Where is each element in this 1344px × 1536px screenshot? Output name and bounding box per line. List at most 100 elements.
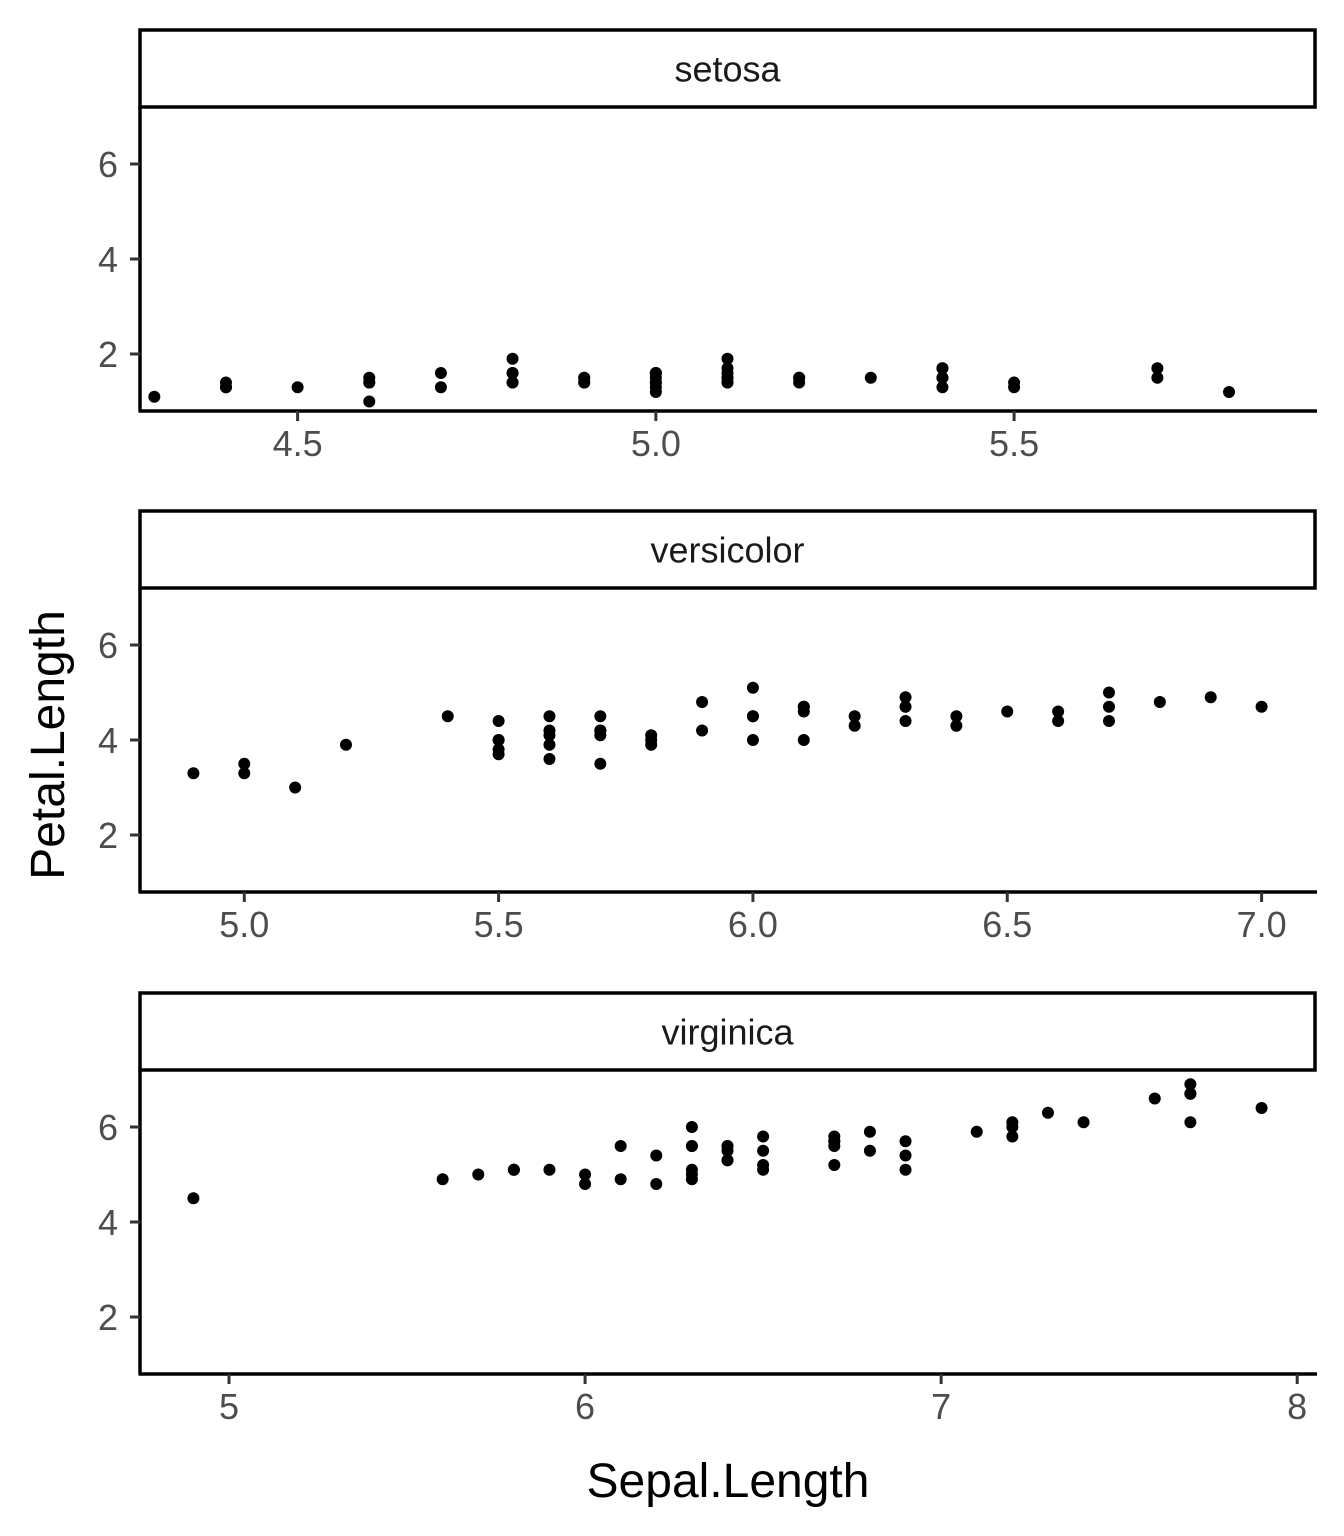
data-point bbox=[797, 705, 810, 718]
data-point bbox=[472, 1168, 485, 1181]
data-point bbox=[340, 738, 353, 751]
x-tick-label: 6 bbox=[575, 1386, 595, 1427]
data-point bbox=[950, 710, 963, 723]
data-point bbox=[649, 376, 662, 389]
x-tick-label: 5.0 bbox=[631, 423, 681, 464]
data-point bbox=[1077, 1116, 1090, 1129]
data-point bbox=[746, 734, 759, 746]
y-tick-label: 6 bbox=[98, 144, 118, 185]
data-point bbox=[685, 1168, 698, 1181]
data-point bbox=[594, 710, 607, 723]
y-tick-label: 4 bbox=[98, 720, 118, 761]
data-point bbox=[1255, 1102, 1268, 1114]
data-point bbox=[148, 390, 161, 403]
data-point bbox=[219, 381, 232, 394]
points-setosa bbox=[148, 352, 1236, 408]
data-point bbox=[650, 1178, 663, 1190]
data-point bbox=[645, 734, 658, 746]
data-point bbox=[1204, 691, 1217, 704]
data-point bbox=[614, 1173, 627, 1186]
data-point bbox=[757, 1130, 770, 1143]
facet-versicolor: versicolor 2 4 6 5.0 5.5 6.0 6.5 7.0 bbox=[98, 509, 1317, 945]
data-point bbox=[828, 1135, 841, 1148]
x-tick-label: 5.5 bbox=[989, 423, 1039, 464]
strip-label: versicolor bbox=[650, 530, 804, 571]
data-point bbox=[721, 367, 734, 379]
data-point bbox=[864, 371, 877, 384]
data-point bbox=[936, 371, 949, 384]
data-point bbox=[696, 724, 709, 737]
data-point bbox=[899, 1135, 912, 1148]
strip-box bbox=[138, 509, 1317, 590]
data-point bbox=[594, 729, 607, 742]
data-point bbox=[936, 381, 949, 394]
data-point bbox=[1151, 371, 1164, 384]
facets-layer: setosa 2 4 6 4.5 5.0 5.5 versicolor 2 4 6 5.0 5.5 6.0… bbox=[98, 28, 1317, 1427]
x-tick-label: 4.5 bbox=[273, 423, 323, 464]
data-point bbox=[1052, 715, 1065, 727]
data-point bbox=[543, 724, 556, 737]
data-point bbox=[899, 700, 912, 713]
data-point bbox=[1184, 1078, 1197, 1091]
y-tick-label: 2 bbox=[98, 1297, 118, 1338]
data-point bbox=[696, 696, 709, 708]
data-point bbox=[757, 1159, 770, 1171]
data-point bbox=[1006, 1130, 1019, 1143]
x-axis-title: Sepal.Length bbox=[587, 1455, 870, 1508]
x-tick-label: 8 bbox=[1287, 1386, 1307, 1427]
y-tick-label: 4 bbox=[98, 239, 118, 280]
data-point bbox=[746, 681, 759, 694]
data-point bbox=[899, 1163, 912, 1176]
y-tick-label: 2 bbox=[98, 815, 118, 856]
data-point bbox=[594, 757, 607, 770]
strip-label: virginica bbox=[661, 1012, 794, 1053]
data-point bbox=[434, 367, 447, 379]
data-point bbox=[289, 781, 302, 794]
data-point bbox=[721, 352, 734, 365]
y-tick-label: 2 bbox=[98, 334, 118, 375]
data-point bbox=[1001, 705, 1014, 718]
data-point bbox=[506, 352, 519, 365]
data-point bbox=[506, 367, 519, 379]
data-point bbox=[1223, 386, 1236, 398]
x-tick-label: 7.0 bbox=[1237, 904, 1287, 945]
data-point bbox=[1148, 1092, 1161, 1105]
data-point bbox=[238, 767, 251, 780]
data-point bbox=[863, 1144, 876, 1157]
data-point bbox=[507, 1163, 520, 1176]
data-point bbox=[936, 362, 949, 375]
x-tick-label: 6.0 bbox=[728, 904, 778, 945]
data-point bbox=[579, 1178, 592, 1190]
data-point bbox=[950, 719, 963, 732]
x-tick-label: 6.5 bbox=[982, 904, 1032, 945]
data-point bbox=[441, 710, 454, 723]
data-point bbox=[685, 1121, 698, 1133]
data-point bbox=[848, 710, 861, 723]
data-point bbox=[492, 748, 505, 761]
facet-setosa: setosa 2 4 6 4.5 5.0 5.5 bbox=[98, 28, 1317, 464]
data-point bbox=[1153, 696, 1166, 708]
data-point bbox=[797, 734, 810, 746]
data-point bbox=[650, 1149, 663, 1162]
data-point bbox=[899, 715, 912, 727]
x-tick-label: 5 bbox=[219, 1386, 239, 1427]
data-point bbox=[746, 710, 759, 723]
data-point bbox=[863, 1125, 876, 1138]
data-point bbox=[899, 691, 912, 704]
x-tick-label: 5.5 bbox=[474, 904, 524, 945]
data-point bbox=[543, 738, 556, 751]
data-point bbox=[187, 767, 200, 780]
data-point bbox=[721, 1154, 734, 1167]
data-point bbox=[363, 395, 376, 408]
x-tick-label: 5.0 bbox=[219, 904, 269, 945]
data-point bbox=[291, 381, 304, 394]
data-point bbox=[1102, 700, 1115, 713]
data-point bbox=[1255, 700, 1268, 713]
points-virginica bbox=[187, 1078, 1268, 1205]
data-point bbox=[614, 1140, 627, 1152]
data-point bbox=[1041, 1106, 1054, 1119]
strip-label: setosa bbox=[674, 49, 781, 90]
x-tick-label: 7 bbox=[931, 1386, 951, 1427]
points-versicolor bbox=[187, 681, 1268, 794]
